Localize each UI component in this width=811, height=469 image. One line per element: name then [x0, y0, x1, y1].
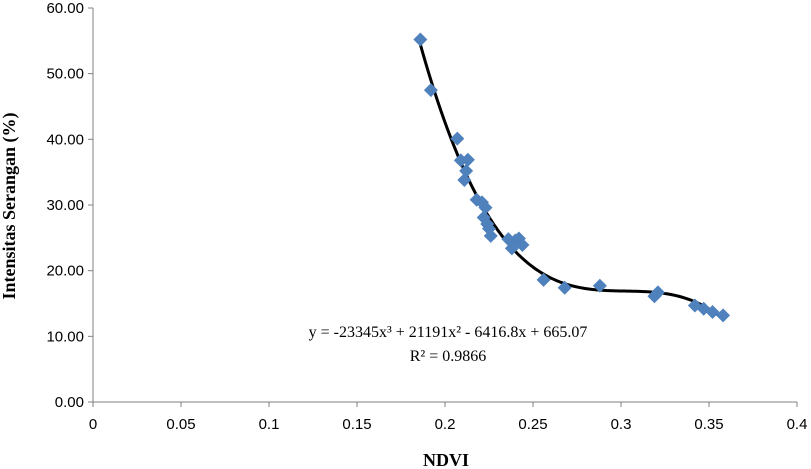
data-point [557, 280, 572, 295]
data-points [413, 32, 731, 323]
data-point [536, 272, 551, 287]
x-tick-label: 0 [89, 416, 97, 433]
y-tick-label: 40.00 [46, 131, 84, 148]
data-point [413, 32, 428, 47]
y-tick-label: 60.00 [46, 0, 84, 17]
x-axis-title: NDVI [423, 450, 469, 469]
x-tick-label: 0.3 [611, 416, 632, 433]
data-point [705, 305, 720, 320]
data-point [483, 228, 498, 243]
x-tick-label: 0.35 [694, 416, 723, 433]
data-point [423, 83, 438, 98]
data-point [716, 308, 731, 323]
data-point [460, 152, 475, 167]
data-point [515, 238, 530, 253]
y-tick-label: 0.00 [55, 394, 84, 411]
trend-line [418, 44, 725, 321]
x-tick-label: 0.25 [518, 416, 547, 433]
r-squared: R² = 0.9866 [410, 348, 487, 365]
x-tick-label: 0.05 [166, 416, 195, 433]
y-axis-title: Intensitas Serangan (%) [0, 112, 20, 299]
data-point [459, 163, 474, 178]
x-tick-label: 0.15 [342, 416, 371, 433]
axes [88, 7, 798, 407]
x-tick-label: 0.1 [259, 416, 280, 433]
trend-equation: y = -23345x³ + 21191x² - 6416.8x + 665.0… [309, 324, 588, 341]
data-point [450, 131, 465, 146]
data-point [457, 173, 472, 188]
data-point [478, 200, 493, 215]
x-tick-label: 0.2 [435, 416, 456, 433]
data-point [650, 285, 665, 300]
x-tick-label: 0.4 [787, 416, 808, 433]
y-tick-label: 30.00 [46, 197, 84, 214]
y-tick-label: 50.00 [46, 66, 84, 83]
y-tick-label: 20.00 [46, 263, 84, 280]
y-tick-label: 10.00 [46, 328, 84, 345]
y-tick-labels: 0.00 10.00 20.00 30.00 40.00 50.00 60.00 [46, 0, 84, 411]
x-tick-labels: 0 0.05 0.1 0.15 0.2 0.25 0.3 0.35 0.4 [89, 416, 808, 433]
data-point [592, 278, 607, 293]
